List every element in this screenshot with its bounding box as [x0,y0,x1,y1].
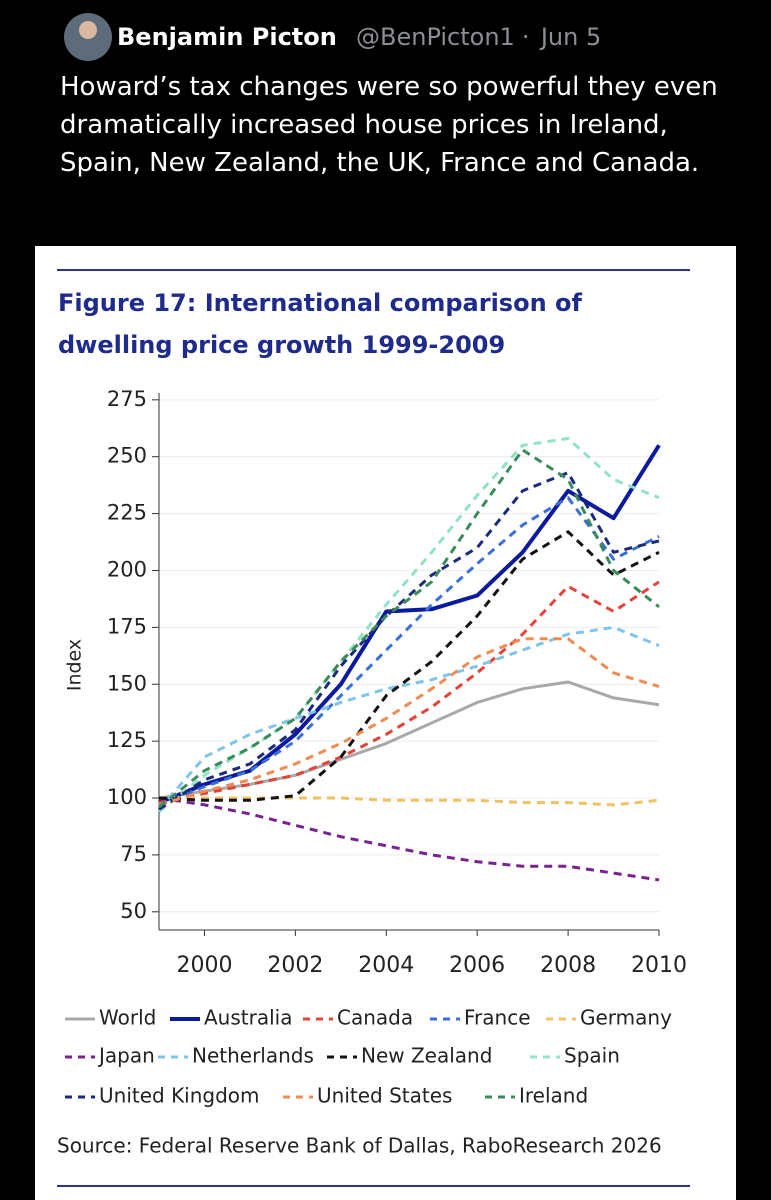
y-tick-label: 150 [107,671,147,695]
legend-label: Netherlands [192,1044,314,1068]
series-line [157,625,660,811]
series-line [158,637,660,807]
y-tick-label: 275 [107,387,147,411]
chart-image[interactable] [35,246,736,1200]
series-line [158,530,660,802]
y-tick-label: 225 [107,501,147,525]
y-tick-label: 50 [120,899,147,923]
legend-label: Ireland [519,1084,588,1108]
series-line [158,580,660,805]
legend-label: Australia [204,1006,292,1030]
y-tick-label: 75 [120,842,147,866]
chart-title: Figure 17: International comparison of d… [58,289,582,359]
author-handle[interactable]: @BenPicton1 [356,23,515,51]
legend-label: Japan [97,1044,155,1068]
avatar-face [79,21,97,39]
y-tick-label: 200 [107,557,147,581]
series-line [158,796,660,882]
legend-label: France [464,1006,531,1030]
separator: · [522,23,530,51]
legend-label: World [99,1006,156,1030]
x-tick-label: 2002 [267,953,323,978]
legend-label: Spain [564,1044,620,1068]
legend-label: Canada [337,1006,413,1030]
source: Source: Federal Reserve Bank of Dallas, … [57,1134,662,1158]
y-tick-label: 250 [107,444,147,468]
tweet-date[interactable]: Jun 5 [539,23,601,51]
x-tick-label: 2000 [176,953,232,978]
x-tick-label: 2010 [631,953,687,978]
legend-label: United States [317,1084,452,1108]
y-tick-label: 125 [107,728,147,752]
y-tick-label: 100 [107,785,147,809]
x-tick-label: 2008 [540,953,596,978]
legend-label: United Kingdom [99,1084,260,1108]
y-tick-label: 175 [107,614,147,638]
legend-label: New Zealand [361,1044,492,1068]
x-tick-label: 2004 [358,953,414,978]
series-line [158,496,660,807]
author-name[interactable]: Benjamin Picton [117,23,337,51]
y-axis-label: Index [64,639,86,691]
tweet-text: Howard’s tax changes were so powerful th… [60,72,718,178]
legend-label: Germany [580,1006,672,1030]
series-line [158,448,660,809]
x-tick-label: 2006 [449,953,505,978]
